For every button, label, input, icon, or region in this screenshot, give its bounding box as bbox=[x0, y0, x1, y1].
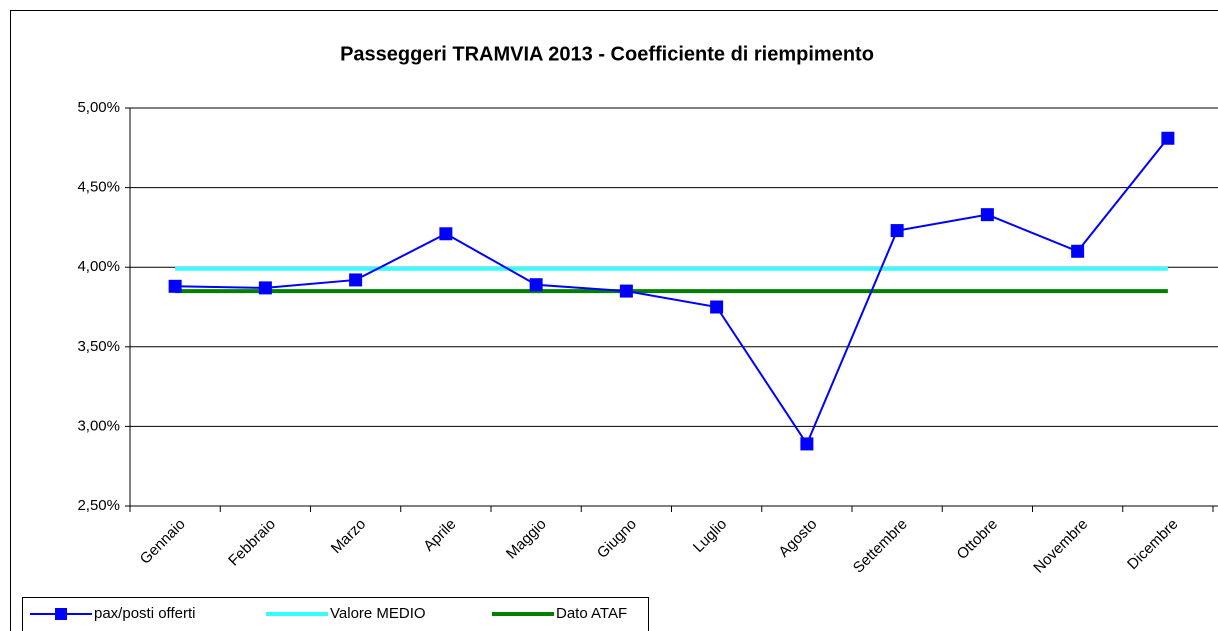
marker bbox=[168, 279, 182, 293]
y-tick-label: 2,50% bbox=[77, 497, 120, 514]
chart-frame bbox=[10, 10, 1218, 631]
legend-marker bbox=[55, 608, 67, 620]
marker bbox=[710, 300, 724, 314]
marker bbox=[619, 284, 633, 298]
y-tick-label: 3,50% bbox=[77, 338, 120, 355]
marker bbox=[349, 273, 363, 287]
y-tick-label: 4,50% bbox=[77, 179, 120, 196]
legend-label: Valore MEDIO bbox=[330, 605, 426, 622]
marker bbox=[439, 227, 453, 241]
marker bbox=[1071, 244, 1085, 258]
marker bbox=[800, 437, 814, 451]
y-tick-label: 4,00% bbox=[77, 258, 120, 275]
legend-label: Dato ATAF bbox=[556, 605, 627, 622]
marker bbox=[529, 278, 543, 292]
chart-title: Passeggeri TRAMVIA 2013 - Coefficiente d… bbox=[340, 43, 874, 65]
marker bbox=[1161, 131, 1175, 145]
legend-label: pax/posti offerti bbox=[94, 605, 195, 622]
y-tick-label: 5,00% bbox=[77, 99, 120, 116]
y-tick-label: 3,00% bbox=[77, 417, 120, 434]
marker bbox=[890, 224, 904, 238]
marker bbox=[258, 281, 272, 295]
marker bbox=[980, 208, 994, 222]
series-line bbox=[175, 137, 1169, 447]
